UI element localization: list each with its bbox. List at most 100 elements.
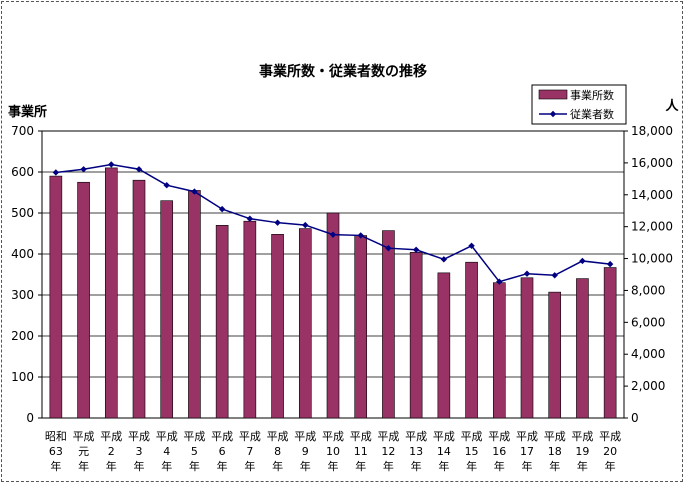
category-label-line: 年: [244, 459, 255, 473]
category-label-line: 年: [50, 459, 61, 473]
category-label: 平成 2年: [100, 430, 122, 473]
category-label-line: 平成: [544, 430, 566, 443]
right-tick-label: 0: [631, 411, 639, 425]
category-label-line: 14: [437, 445, 451, 458]
category-label-line: 63: [49, 445, 63, 458]
category-label-line: 19: [575, 445, 589, 458]
bar: [548, 291, 562, 419]
category-label-line: 18: [548, 445, 562, 458]
bar: [603, 267, 617, 419]
legend-bar-swatch: [538, 89, 568, 100]
category-label-line: 年: [355, 459, 366, 473]
left-tick-label: 0: [26, 411, 34, 425]
bar: [243, 220, 257, 419]
bar: [465, 261, 478, 419]
bar: [271, 234, 284, 419]
category-label-line: 3: [136, 445, 143, 458]
category-label-line: 年: [411, 459, 422, 473]
line-point: [191, 188, 198, 195]
right-tick-label: 18,000: [631, 124, 673, 138]
category-label-line: 6: [219, 445, 226, 458]
category-label-line: 年: [494, 459, 505, 473]
category-label: 平成 18年: [544, 430, 566, 473]
category-label: 平成 9年: [294, 430, 316, 473]
category-label: 平成 11年: [350, 430, 372, 473]
bar: [382, 230, 395, 419]
right-tick-label: 12,000: [631, 220, 673, 234]
category-label-line: 年: [438, 459, 449, 473]
category-label-line: 2: [108, 445, 115, 458]
category-label-line: 平成: [461, 430, 483, 443]
legend-line-marker: [549, 110, 557, 118]
bar: [326, 212, 340, 419]
category-label-line: 17: [520, 445, 534, 458]
right-tick-label: 6,000: [631, 315, 665, 329]
category-label: 平成 15年: [461, 430, 483, 473]
category-label-line: 平成: [100, 430, 122, 443]
category-label-line: 年: [383, 459, 394, 473]
left-tick-label: 600: [11, 165, 34, 179]
line-point: [163, 182, 170, 189]
bar: [520, 277, 534, 419]
category-label-line: 12: [381, 445, 395, 458]
left-tick-label: 500: [11, 206, 34, 220]
category-label: 平成 13年: [405, 430, 427, 473]
right-tick-label: 14,000: [631, 188, 673, 202]
left-axis-title: 事業所: [8, 104, 47, 120]
category-label: 平成 17年: [516, 430, 538, 473]
right-axis-ticks: 0 2,000 4,000 6,000 8,000 10,000 12,000 14,000 1…: [624, 124, 673, 425]
category-label-line: 年: [134, 459, 145, 473]
bar: [215, 225, 229, 419]
bar: [104, 167, 118, 419]
category-label-line: 8: [274, 445, 281, 458]
category-label-line: 昭和: [45, 430, 67, 443]
bar: [298, 228, 312, 419]
category-label-line: 平成: [599, 430, 621, 443]
bar: [492, 282, 506, 419]
category-label: 昭和 63年: [45, 430, 67, 473]
category-label: 平成 4年: [156, 430, 178, 473]
category-label-line: 年: [328, 459, 339, 473]
legend: 事業所数 従業者数: [531, 84, 627, 125]
category-labels: 昭和63年平成元年平成2年平成3年平成4年平成5年平成6年平成7年平成8年平成9…: [45, 430, 621, 473]
category-label-line: 平成: [267, 430, 289, 443]
category-label-line: 年: [272, 459, 283, 473]
category-label-line: 元: [78, 445, 89, 458]
legend-bar-label: 事業所数: [570, 89, 614, 102]
line-point: [412, 246, 420, 253]
line-point: [523, 270, 531, 277]
bar: [354, 235, 368, 419]
category-label-line: 年: [106, 459, 117, 473]
left-axis-ticks: 0 100 200 300 400 500 600 700: [11, 124, 42, 425]
category-label: 平成 10年: [322, 430, 344, 473]
line-series: [52, 161, 614, 285]
bar: [437, 272, 451, 419]
category-label-line: 9: [302, 445, 309, 458]
category-label-line: 年: [189, 459, 200, 473]
category-label-line: 年: [300, 459, 311, 473]
category-label: 平成 3年: [128, 430, 150, 473]
line-point: [218, 205, 226, 213]
line-point: [135, 166, 143, 173]
category-label-line: 5: [191, 445, 198, 458]
category-label-line: 平成: [405, 430, 427, 443]
line-point: [385, 244, 392, 252]
category-label-line: 11: [354, 445, 368, 458]
category-label-line: 年: [522, 459, 533, 473]
left-tick-label: 400: [11, 247, 34, 261]
category-label: 平成 20年: [599, 430, 621, 473]
category-label-line: 年: [217, 459, 228, 473]
category-label: 平成 16年: [488, 430, 510, 473]
line-point: [274, 219, 281, 226]
category-label-line: 平成: [377, 430, 399, 443]
category-label-line: 16: [492, 445, 506, 458]
category-label-line: 平成: [350, 430, 372, 443]
category-label: 平成 14年: [433, 430, 455, 473]
right-tick-label: 8,000: [631, 283, 665, 297]
bar: [409, 252, 423, 419]
bar: [77, 181, 90, 419]
category-label-line: 13: [409, 445, 423, 458]
category-label: 平成 6年: [211, 430, 233, 473]
chart-title: 事業所数・従業者数の推移: [259, 63, 427, 80]
